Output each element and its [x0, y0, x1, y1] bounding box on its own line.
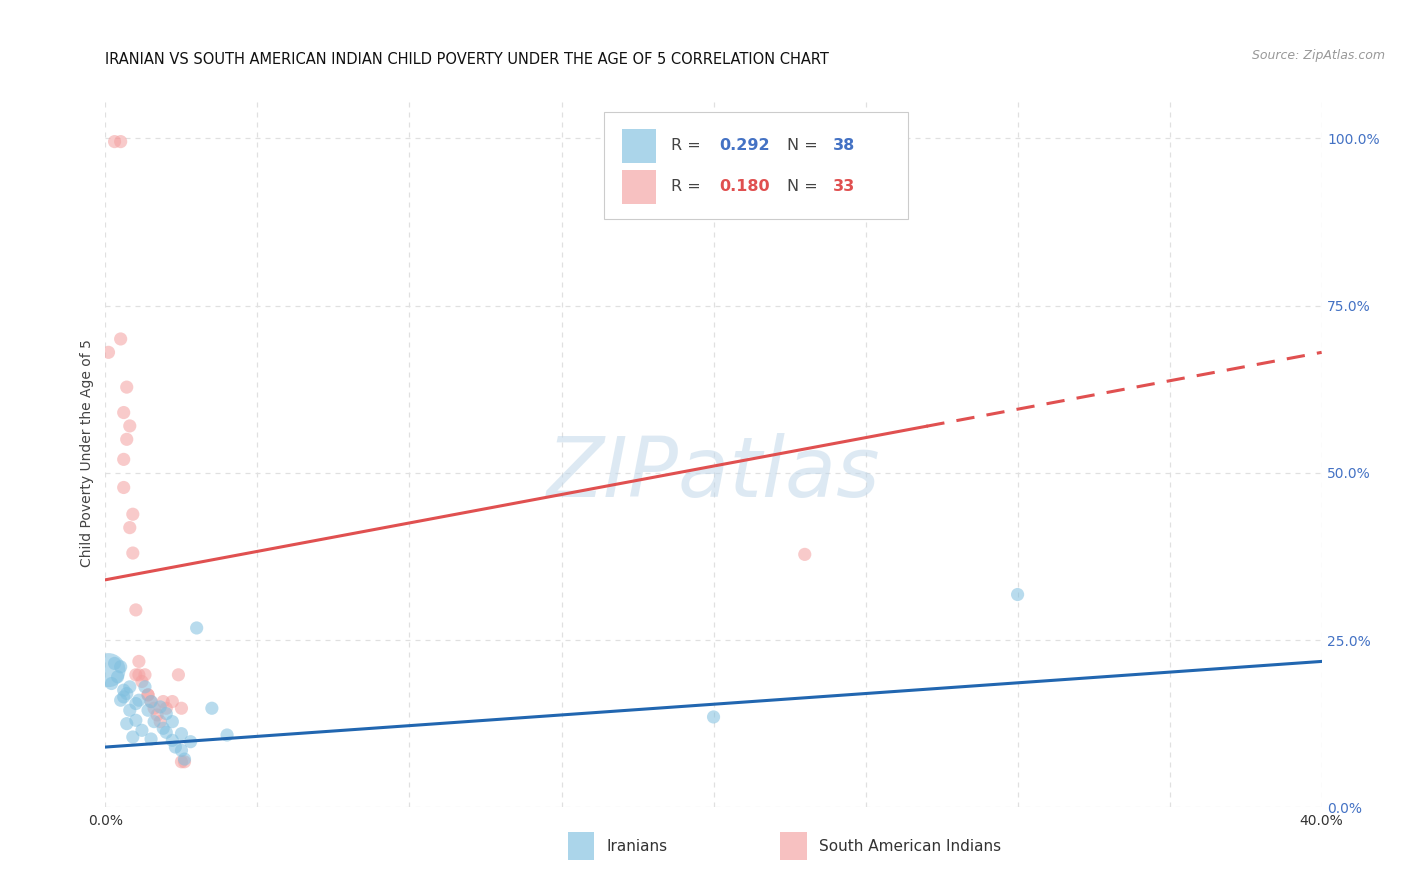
Point	[125, 667, 148, 682]
Point	[112, 683, 135, 698]
Point	[118, 703, 141, 717]
Point	[107, 670, 129, 684]
FancyBboxPatch shape	[568, 832, 595, 861]
Point	[128, 655, 150, 669]
Point	[110, 693, 132, 707]
Point	[103, 135, 125, 149]
FancyBboxPatch shape	[623, 128, 657, 162]
Point	[112, 452, 135, 467]
Point	[121, 546, 143, 560]
Point	[118, 680, 141, 694]
Point	[139, 695, 162, 709]
Point	[125, 697, 148, 711]
Point	[155, 706, 177, 721]
Point	[201, 701, 224, 715]
Point	[134, 680, 156, 694]
Point	[170, 755, 193, 769]
Text: 38: 38	[832, 138, 855, 153]
Point	[136, 703, 159, 717]
Text: 33: 33	[832, 179, 855, 194]
Point	[146, 708, 169, 723]
Point	[143, 714, 166, 729]
Point	[128, 667, 150, 682]
Point	[112, 406, 135, 420]
Point	[155, 701, 177, 715]
Text: 0.292: 0.292	[720, 138, 770, 153]
Point	[103, 657, 125, 671]
Point	[115, 687, 138, 701]
Text: Source: ZipAtlas.com: Source: ZipAtlas.com	[1251, 49, 1385, 62]
Point	[217, 728, 239, 742]
Point	[115, 716, 138, 731]
Point	[136, 688, 159, 702]
Point	[149, 714, 172, 729]
FancyBboxPatch shape	[780, 832, 807, 861]
Point	[115, 433, 138, 447]
Text: N =: N =	[786, 138, 823, 153]
Point	[162, 714, 184, 729]
Y-axis label: Child Poverty Under the Age of 5: Child Poverty Under the Age of 5	[80, 339, 94, 566]
Point	[110, 135, 132, 149]
Point	[1007, 588, 1029, 602]
Text: Iranians: Iranians	[606, 838, 668, 854]
Text: 0.180: 0.180	[720, 179, 770, 194]
Point	[136, 688, 159, 702]
Point	[180, 735, 202, 749]
Point	[134, 667, 156, 682]
Point	[118, 419, 141, 434]
Point	[125, 714, 148, 728]
Point	[165, 740, 187, 755]
Point	[139, 731, 162, 746]
Point	[170, 701, 193, 715]
Point	[139, 695, 162, 709]
Point	[112, 690, 135, 704]
Point	[143, 701, 166, 715]
Point	[152, 721, 174, 735]
Point	[110, 332, 132, 346]
Point	[131, 723, 153, 738]
FancyBboxPatch shape	[605, 112, 908, 219]
FancyBboxPatch shape	[623, 169, 657, 203]
Point	[186, 621, 208, 635]
Point	[121, 730, 143, 744]
Point	[152, 695, 174, 709]
Point	[100, 676, 122, 690]
Point	[115, 380, 138, 394]
Point	[131, 674, 153, 689]
Text: R =: R =	[671, 179, 706, 194]
Text: IRANIAN VS SOUTH AMERICAN INDIAN CHILD POVERTY UNDER THE AGE OF 5 CORRELATION CH: IRANIAN VS SOUTH AMERICAN INDIAN CHILD P…	[105, 52, 830, 67]
Point	[125, 603, 148, 617]
Point	[162, 695, 184, 709]
Point	[149, 699, 172, 714]
Text: ZIPatlas: ZIPatlas	[547, 434, 880, 515]
Point	[155, 725, 177, 739]
Point	[170, 743, 193, 757]
Point	[112, 481, 135, 495]
Point	[97, 345, 120, 359]
Text: South American Indians: South American Indians	[820, 838, 1001, 854]
Point	[128, 693, 150, 707]
Point	[118, 521, 141, 535]
Point	[162, 733, 184, 747]
Text: R =: R =	[671, 138, 706, 153]
Point	[702, 710, 725, 724]
Point	[121, 508, 143, 522]
Point	[173, 755, 195, 769]
Point	[110, 660, 132, 674]
Point	[173, 752, 195, 766]
Point	[167, 667, 190, 682]
Point	[97, 663, 120, 677]
Point	[170, 726, 193, 740]
Text: N =: N =	[786, 179, 823, 194]
Point	[793, 548, 815, 562]
